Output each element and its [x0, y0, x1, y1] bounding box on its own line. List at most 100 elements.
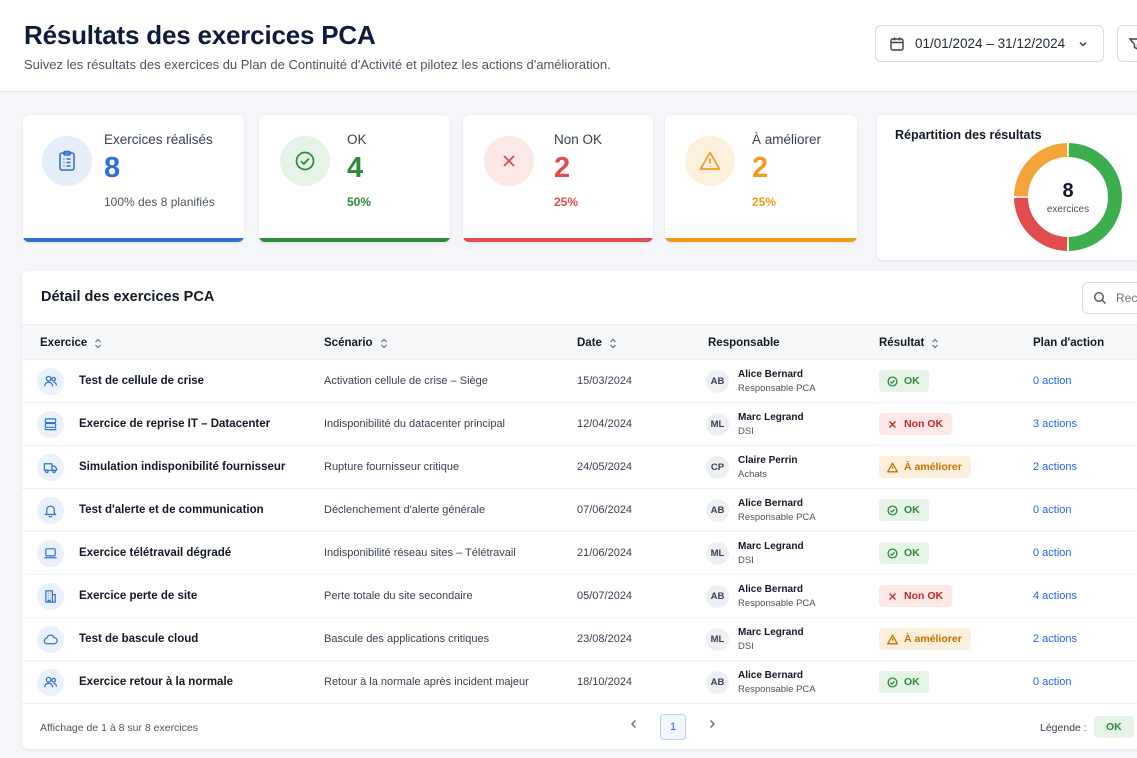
search-box[interactable]: [1082, 282, 1137, 314]
kpi-card-non-ok: Non OK 2 25%: [463, 115, 653, 242]
chevron-right-icon[interactable]: [705, 717, 719, 731]
exercise-type-icon-circle: [37, 669, 64, 696]
kpi-card-a-ameliorer: À améliorer 2 25%: [665, 115, 857, 242]
column-header-label: Résultat: [879, 337, 925, 349]
column-header-exercice[interactable]: Exercice: [40, 337, 102, 349]
server-icon: [44, 418, 57, 431]
status-badge-label: OK: [904, 676, 920, 688]
responsable-name: Alice Bernard: [738, 369, 804, 380]
status-badge-label: Non OK: [904, 418, 944, 430]
exercise-scenario: Rupture fournisseur critique: [324, 461, 460, 473]
search-input[interactable]: [1116, 291, 1137, 305]
action-plan-link[interactable]: 0 action: [1033, 676, 1072, 688]
exercise-name: Exercice perte de site: [79, 590, 198, 602]
responsable-name: Claire Perrin: [738, 455, 798, 466]
status-badge: À améliorer: [879, 628, 971, 650]
bell-icon: [44, 505, 57, 518]
responsable-role: Responsable PCA: [738, 598, 816, 609]
truck-icon: [43, 463, 58, 474]
exercise-name: Test de bascule cloud: [79, 633, 199, 645]
kpi-label: Non OK: [554, 132, 603, 147]
results-distribution-card: Répartition des résultats 8 exercices: [877, 115, 1137, 260]
column-header-responsable: Responsable: [708, 337, 780, 349]
column-header-scenario[interactable]: Scénario: [324, 337, 388, 349]
x-icon: [503, 155, 515, 167]
check-circle-icon: [887, 504, 898, 516]
exercise-date: 05/07/2024: [577, 590, 633, 602]
status-badge: OK: [879, 671, 929, 693]
responsable-role: DSI: [738, 641, 754, 652]
check-circle-icon: [295, 151, 315, 171]
responsable-name: Alice Bernard: [738, 584, 804, 595]
results-donut-chart: [1014, 143, 1122, 251]
kpi-label: OK: [347, 132, 367, 147]
status-badge: Non OK: [879, 585, 953, 607]
warning-icon: [887, 634, 898, 644]
kpi-value: 4: [347, 152, 364, 184]
exercise-name: Test d'alerte et de communication: [79, 504, 264, 516]
cloud-icon: [43, 634, 58, 645]
avatar: ML: [706, 628, 729, 651]
status-badge: OK: [879, 542, 929, 564]
exercise-name: Exercice de reprise IT – Datacenter: [79, 418, 271, 430]
x-icon: [889, 420, 896, 428]
table-row[interactable]: Test de bascule cloud Bascule des applica…: [22, 618, 1137, 661]
responsable-name: Marc Legrand: [738, 627, 804, 638]
column-header-plan-action: Plan d'action: [1033, 337, 1104, 349]
responsable-name: Alice Bernard: [738, 670, 804, 681]
action-plan-link[interactable]: 0 action: [1033, 375, 1072, 387]
table-row[interactable]: Test d'alerte et de communication Déclenc…: [22, 489, 1137, 532]
action-plan-link[interactable]: 2 actions: [1033, 461, 1078, 473]
exercise-type-icon-circle: [37, 454, 64, 481]
column-header-resultat[interactable]: Résultat: [879, 337, 939, 349]
date-range-picker[interactable]: 01/01/2024 – 31/12/2024: [875, 25, 1104, 62]
column-header-date[interactable]: Date: [577, 337, 617, 349]
table-row[interactable]: Simulation indisponibilité fournisseur Ru…: [22, 446, 1137, 489]
table-row[interactable]: Test de cellule de crise Activation cellu…: [22, 360, 1137, 403]
legend-badge-ok: OK: [1094, 716, 1134, 738]
check-circle-icon: [887, 676, 898, 688]
action-plan-link[interactable]: 0 action: [1033, 547, 1072, 559]
kpi-card-ok: OK 4 50%: [259, 115, 450, 242]
action-plan-link[interactable]: 4 actions: [1033, 590, 1078, 602]
table-row[interactable]: Exercice perte de site Perte totale du si…: [22, 575, 1137, 618]
chevron-left-icon[interactable]: [627, 717, 641, 731]
chevron-down-icon: [1079, 41, 1087, 47]
table-header: Exercice Scénario Date Responsable Résul…: [22, 324, 1137, 360]
table-row[interactable]: Exercice télétravail dégradé Indisponibil…: [22, 532, 1137, 575]
status-badge: OK: [879, 499, 929, 521]
warning-icon: [699, 151, 721, 170]
kpi-card-exercices: Exercices réalisés 8 100% des 8 planifié…: [23, 115, 244, 242]
kpi-sub: 50%: [347, 195, 372, 209]
exercise-date: 07/06/2024: [577, 504, 633, 516]
donut-center: 8 exercices: [1012, 141, 1124, 253]
status-badge: OK: [879, 370, 929, 392]
pagination-page-1[interactable]: 1: [660, 714, 686, 740]
kpi-accent-bar: [259, 238, 450, 242]
kpi-label: À améliorer: [752, 132, 822, 147]
exercise-date: 21/06/2024: [577, 547, 633, 559]
exercise-name: Test de cellule de crise: [79, 375, 205, 387]
page-header: Résultats des exercices PCA Suivez les r…: [0, 0, 1137, 92]
responsable-name: Marc Legrand: [738, 541, 804, 552]
table-row[interactable]: Exercice de reprise IT – Datacenter Indis…: [22, 403, 1137, 446]
check-circle-icon: [887, 547, 898, 559]
table-row[interactable]: Exercice retour à la normale Retour à la …: [22, 661, 1137, 704]
column-header-label: Date: [577, 337, 602, 349]
action-plan-link[interactable]: 2 actions: [1033, 633, 1078, 645]
responsable-name: Marc Legrand: [738, 412, 804, 423]
kpi-icon-circle: [42, 136, 92, 186]
page-subtitle: Suivez les résultats des exercices du Pl…: [24, 57, 611, 72]
users-icon: [44, 676, 58, 688]
exercise-scenario: Bascule des applications critiques: [324, 633, 490, 645]
action-plan-link[interactable]: 0 action: [1033, 504, 1072, 516]
status-badge: Non OK: [879, 413, 953, 435]
kpi-value: 8: [104, 152, 121, 184]
kpi-sub: 25%: [752, 195, 777, 209]
exercise-date: 18/10/2024: [577, 676, 633, 688]
check-circle-icon: [887, 375, 898, 387]
filter-button[interactable]: [1117, 25, 1137, 62]
exercise-date: 12/04/2024: [577, 418, 633, 430]
avatar: CP: [706, 456, 729, 479]
action-plan-link[interactable]: 3 actions: [1033, 418, 1078, 430]
